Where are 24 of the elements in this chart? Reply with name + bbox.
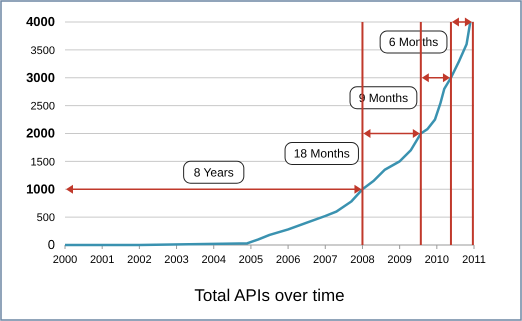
y-tick-label: 2500	[30, 100, 55, 113]
annotation: 18 Months	[294, 146, 350, 160]
annotation: 8 Years	[194, 165, 234, 180]
x-tick-label: 2007	[313, 254, 338, 266]
y-tick-label: 500	[36, 212, 55, 224]
x-tick-label: 2005	[238, 254, 264, 266]
x-tick-label: 2006	[276, 254, 300, 266]
x-tick-label: 2009	[387, 254, 412, 266]
x-tick-label: 2000	[52, 254, 78, 266]
x-tick-label: 2004	[201, 254, 226, 266]
y-tick-label: 3000	[26, 70, 55, 85]
y-tick-label: 2000	[26, 126, 55, 140]
x-tick-label: 2008	[350, 254, 375, 266]
y-tick-label: 3500	[30, 44, 55, 57]
y-tick-label: 0	[48, 237, 55, 252]
y-tick-label: 4000	[26, 14, 55, 29]
x-tick-label: 2011	[462, 254, 486, 266]
text: Total APIs over time	[194, 286, 345, 305]
x-tick-label: 2010	[424, 254, 450, 266]
y-tick-label: 1500	[30, 156, 55, 168]
x-tick-label: 2001	[90, 254, 114, 266]
y-tick-label: 1000	[26, 181, 55, 196]
x-tick-label: 2002	[127, 254, 152, 266]
x-tick-label: 2003	[164, 254, 189, 266]
